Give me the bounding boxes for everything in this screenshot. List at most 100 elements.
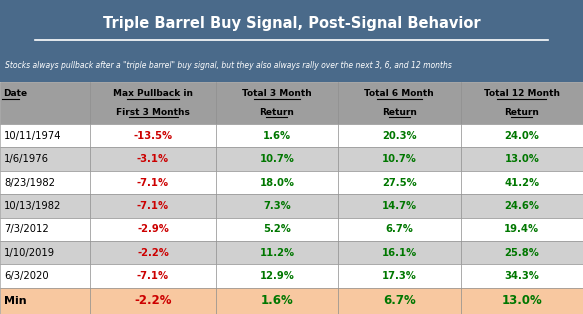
Text: 10/11/1974: 10/11/1974 [4,131,62,141]
Bar [90,171,216,194]
Bar [0,241,90,264]
Text: 27.5%: 27.5% [382,177,417,187]
Text: 8/23/1982: 8/23/1982 [4,177,55,187]
Text: 18.0%: 18.0% [259,177,294,187]
Text: 34.3%: 34.3% [504,271,539,281]
Text: Return: Return [259,108,294,117]
Bar [0,218,90,241]
Text: Max Pullback in: Max Pullback in [113,89,193,98]
Text: 12.9%: 12.9% [259,271,294,281]
Bar [0,82,90,124]
Text: Triple Barrel Buy Signal, Post-Signal Behavior: Triple Barrel Buy Signal, Post-Signal Be… [103,16,480,31]
Text: Total 6 Month: Total 6 Month [364,89,434,98]
Bar [216,194,338,218]
Text: Return: Return [382,108,417,117]
Bar [461,288,583,313]
Text: -7.1%: -7.1% [137,201,169,211]
Bar [90,241,216,264]
Bar [338,194,461,218]
Bar [90,148,216,171]
Text: 7/3/2012: 7/3/2012 [4,224,49,234]
Text: 16.1%: 16.1% [382,248,417,258]
Text: First 3 Months: First 3 Months [116,108,190,117]
Text: 17.3%: 17.3% [382,271,417,281]
Bar [216,264,338,288]
Bar [0,313,90,314]
Text: 20.3%: 20.3% [382,131,417,141]
Bar [338,264,461,288]
Text: Min: Min [4,296,27,306]
Bar [338,148,461,171]
Bar [461,264,583,288]
Text: -2.9%: -2.9% [137,224,169,234]
Bar [216,124,338,148]
Bar [338,171,461,194]
Text: -3.1%: -3.1% [137,154,169,164]
Text: -2.2%: -2.2% [134,294,172,307]
Bar [461,194,583,218]
Text: 41.2%: 41.2% [504,177,539,187]
Bar [0,288,90,313]
Bar [338,82,461,124]
Text: 6.7%: 6.7% [383,294,416,307]
Bar [216,218,338,241]
Bar [216,82,338,124]
Bar [461,218,583,241]
Bar [0,49,583,82]
Text: -7.1%: -7.1% [137,271,169,281]
Bar [461,124,583,148]
Text: 24.0%: 24.0% [504,131,539,141]
Text: -2.2%: -2.2% [137,248,169,258]
Bar [0,194,90,218]
Bar [90,82,216,124]
Bar [216,313,338,314]
Bar [338,241,461,264]
Bar [90,288,216,313]
Text: Total 3 Month: Total 3 Month [242,89,312,98]
Bar [216,288,338,313]
Text: 19.4%: 19.4% [504,224,539,234]
Bar [90,313,216,314]
Bar [461,313,583,314]
Bar [461,148,583,171]
Text: 10.7%: 10.7% [382,154,417,164]
Text: 1/6/1976: 1/6/1976 [4,154,49,164]
Bar [0,148,90,171]
Text: Stocks always pullback after a "triple barrel" buy signal, but they also always : Stocks always pullback after a "triple b… [5,61,452,70]
Text: 25.8%: 25.8% [504,248,539,258]
Text: Date: Date [3,89,27,98]
Bar [461,171,583,194]
Bar [90,124,216,148]
Bar [90,264,216,288]
Text: 13.0%: 13.0% [504,154,539,164]
Bar [338,218,461,241]
Text: 6.7%: 6.7% [385,224,413,234]
Bar [90,218,216,241]
Text: 10.7%: 10.7% [259,154,294,164]
Text: 1.6%: 1.6% [263,131,291,141]
Text: 11.2%: 11.2% [259,248,294,258]
Text: 5.2%: 5.2% [263,224,291,234]
Bar [338,313,461,314]
Text: 13.0%: 13.0% [501,294,542,307]
Bar [0,0,583,49]
Text: 24.6%: 24.6% [504,201,539,211]
Bar [461,241,583,264]
Text: 14.7%: 14.7% [382,201,417,211]
Bar [216,171,338,194]
Bar [338,288,461,313]
Text: Total 12 Month: Total 12 Month [484,89,560,98]
Text: 1.6%: 1.6% [261,294,293,307]
Text: Return: Return [504,108,539,117]
Text: -13.5%: -13.5% [134,131,173,141]
Text: -7.1%: -7.1% [137,177,169,187]
Text: 1/10/2019: 1/10/2019 [4,248,55,258]
Bar [338,124,461,148]
Text: 6/3/2020: 6/3/2020 [4,271,49,281]
Bar [461,82,583,124]
Text: 10/13/1982: 10/13/1982 [4,201,61,211]
Bar [0,124,90,148]
Bar [0,171,90,194]
Bar [90,194,216,218]
Bar [216,241,338,264]
